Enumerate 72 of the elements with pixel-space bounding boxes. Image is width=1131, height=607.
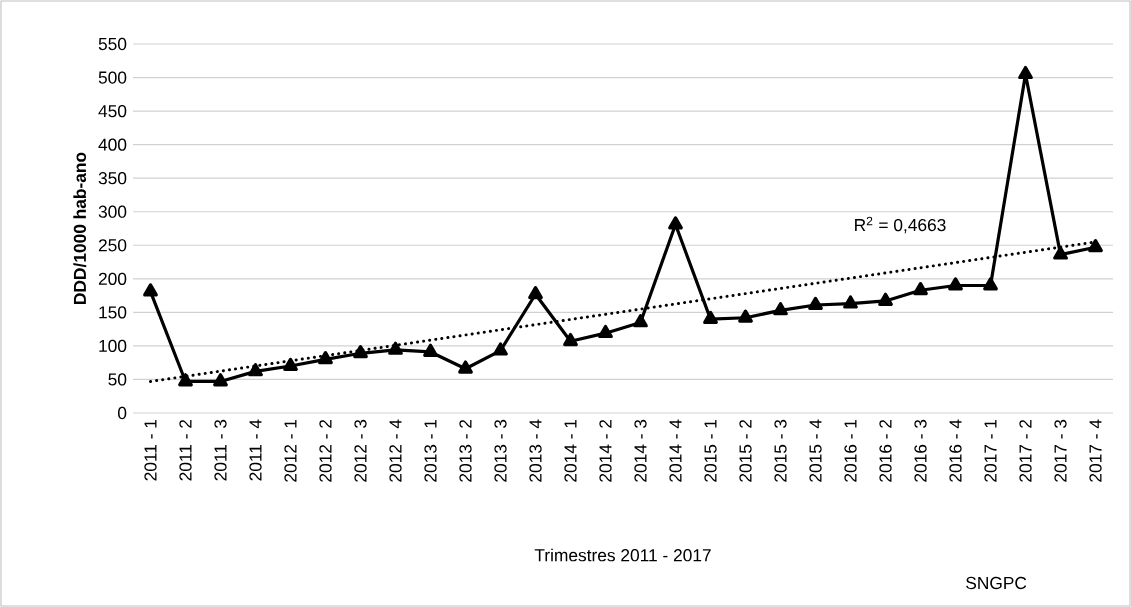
x-tick-label: 2015 - 4 xyxy=(809,419,822,482)
point xyxy=(283,357,298,371)
point xyxy=(528,285,543,300)
y-tick-label: 200 xyxy=(98,272,127,285)
annotation: R$^{2}$ = 0,4663 xyxy=(855,216,946,234)
x-tick-label: 2013 - 1 xyxy=(424,419,437,482)
point xyxy=(563,332,578,347)
point xyxy=(1088,239,1103,253)
x-tick-label: 2014 - 4 xyxy=(669,419,682,482)
y-tick-label: 100 xyxy=(99,339,127,353)
y-tick-label: 50 xyxy=(108,373,127,386)
x-tick-label: 2011 - 4 xyxy=(249,419,262,481)
point xyxy=(388,341,403,355)
x-tick-label: 2012 - 1 xyxy=(284,419,297,482)
point xyxy=(213,373,228,387)
point xyxy=(878,292,893,306)
point xyxy=(493,342,508,356)
point xyxy=(913,281,928,296)
y-tick-label: 400 xyxy=(98,138,127,151)
y-tick-label: 0 xyxy=(117,406,127,420)
x-tick-label: 2013 - 2 xyxy=(459,419,472,482)
x-tick-label: 2011 - 3 xyxy=(214,419,227,481)
point xyxy=(143,283,158,297)
point xyxy=(598,324,613,339)
x-tick-label: 2012 - 4 xyxy=(389,419,402,482)
x-axis-title: Trimestres 2011 - 2017 xyxy=(534,548,711,562)
point xyxy=(703,310,718,325)
point xyxy=(1018,65,1033,80)
y-tick-label: 250 xyxy=(98,239,127,252)
x-tick-label: 2017 - 2 xyxy=(1019,419,1032,482)
x-tick-label: 2014 - 3 xyxy=(634,419,647,482)
x-tick-label: 2016 - 4 xyxy=(949,419,962,482)
x-tick-label: 2011 - 2 xyxy=(179,419,192,481)
point xyxy=(843,295,858,309)
text: SNGPC xyxy=(966,576,1027,590)
x-tick-label: 2016 - 3 xyxy=(914,419,927,482)
point xyxy=(248,363,263,377)
y-tick-label: 550 xyxy=(98,37,127,51)
x-tick-label: 2015 - 1 xyxy=(704,419,717,482)
x-tick-label: 2011 - 1 xyxy=(144,419,157,481)
point xyxy=(1053,246,1068,260)
y-tick-label: 350 xyxy=(98,172,127,185)
point xyxy=(423,343,438,357)
point xyxy=(773,302,788,316)
point xyxy=(318,351,333,365)
point xyxy=(353,345,368,359)
point xyxy=(948,277,963,291)
x-tick-label: 2017 - 3 xyxy=(1054,419,1067,482)
x-tick-label: 2014 - 1 xyxy=(564,419,577,482)
x-tick-label: 2014 - 2 xyxy=(599,419,612,482)
y-tick-label: 450 xyxy=(98,104,127,118)
x-tick-label: 2012 - 3 xyxy=(354,419,367,482)
point xyxy=(738,309,753,323)
x-tick-label: 2017 - 4 xyxy=(1089,419,1102,482)
x-tick-label: 2013 - 3 xyxy=(494,419,507,482)
point xyxy=(808,296,823,310)
point xyxy=(633,314,648,328)
x-tick-label: 2017 - 1 xyxy=(984,419,997,482)
x-tick-label: 2012 - 2 xyxy=(319,419,332,482)
y-axis-title: DDD/1000 hab-ano xyxy=(73,152,87,304)
point xyxy=(668,216,683,230)
point xyxy=(458,360,473,374)
y-tick-label: 500 xyxy=(98,71,127,84)
x-tick-label: 2016 - 2 xyxy=(879,419,892,482)
x-tick-label: 2013 - 4 xyxy=(529,419,542,482)
point xyxy=(983,277,998,291)
x-tick-label: 2015 - 3 xyxy=(774,419,787,482)
point xyxy=(178,373,193,387)
y-tick-label: 300 xyxy=(98,205,127,218)
x-tick-label: 2016 - 1 xyxy=(844,419,857,482)
x-tick-label: 2015 - 2 xyxy=(739,419,752,482)
y-tick-label: 150 xyxy=(99,306,127,319)
